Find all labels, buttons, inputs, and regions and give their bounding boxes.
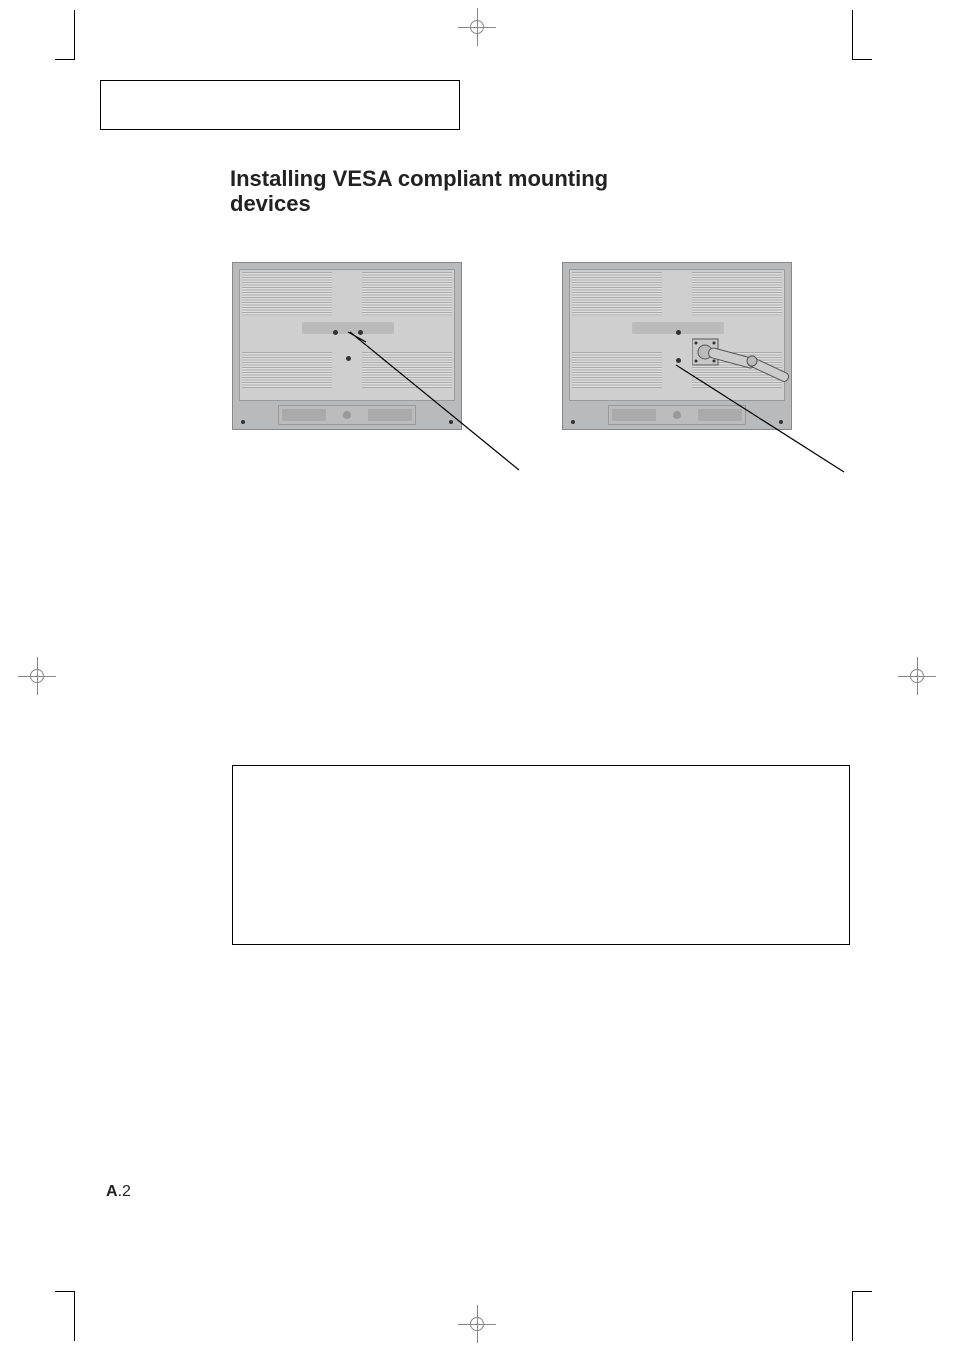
port-group	[368, 409, 412, 421]
vent-grille	[242, 272, 332, 316]
vent-grille	[692, 352, 782, 388]
screw-dot	[449, 420, 453, 424]
registration-mark-top	[458, 8, 496, 46]
vesa-hole	[676, 358, 681, 363]
page-num: .2	[118, 1183, 131, 1200]
vent-grille	[692, 272, 782, 316]
figure-left	[232, 262, 522, 477]
crop-mark-top-right	[852, 10, 872, 60]
figures-container	[232, 262, 852, 477]
vent-grille	[362, 352, 452, 388]
page-prefix: A	[106, 1183, 118, 1200]
monitor-panel-right	[569, 269, 785, 401]
registration-mark-left	[18, 657, 56, 695]
port-circle	[673, 411, 681, 419]
page-root: Installing VESA compliant mounting devic…	[0, 0, 954, 1351]
port-panel-right	[608, 405, 746, 425]
figure-right	[562, 262, 852, 477]
vesa-hole	[346, 356, 351, 361]
crop-mark-bottom-right	[852, 1291, 872, 1341]
vent-grille	[362, 272, 452, 316]
monitor-panel-left	[239, 269, 455, 401]
port-group	[612, 409, 656, 421]
crop-mark-bottom-left	[55, 1291, 75, 1341]
vent-grille	[572, 352, 662, 388]
section-heading: Installing VESA compliant mounting devic…	[230, 166, 670, 217]
screw-dot	[779, 420, 783, 424]
registration-mark-bottom	[458, 1305, 496, 1343]
port-panel-left	[278, 405, 416, 425]
page-number: A.2	[106, 1183, 131, 1201]
crop-mark-top-left	[55, 10, 75, 60]
monitor-back-left	[232, 262, 462, 430]
port-group	[282, 409, 326, 421]
brand-plate	[302, 322, 394, 334]
vesa-hole	[333, 330, 338, 335]
screw-dot	[571, 420, 575, 424]
vent-grille	[242, 352, 332, 388]
content-box-empty	[232, 765, 850, 945]
screw-dot	[241, 420, 245, 424]
port-circle	[343, 411, 351, 419]
vent-grille	[572, 272, 662, 316]
monitor-back-right	[562, 262, 792, 430]
title-box	[100, 80, 460, 130]
vesa-hole	[358, 330, 363, 335]
registration-mark-right	[898, 657, 936, 695]
vesa-hole	[676, 330, 681, 335]
port-group	[698, 409, 742, 421]
